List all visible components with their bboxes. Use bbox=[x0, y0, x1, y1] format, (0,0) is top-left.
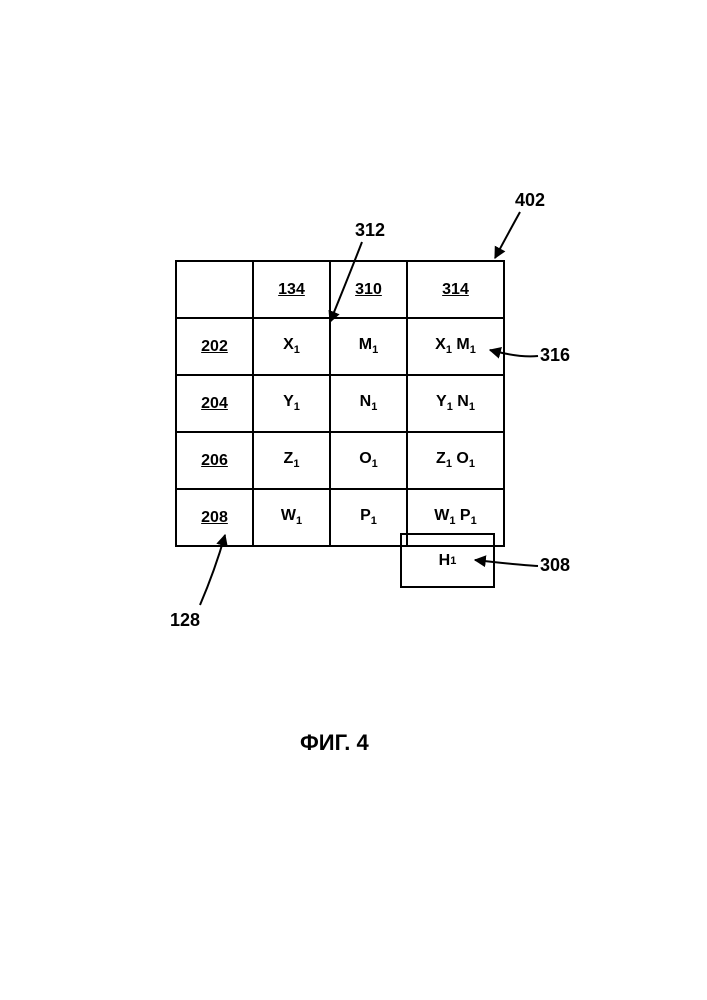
figure-caption: ФИГ. 4 bbox=[300, 730, 369, 756]
table-cell: 208 bbox=[176, 489, 253, 546]
table-cell: 134 bbox=[253, 261, 330, 318]
table-cell: P1 bbox=[330, 489, 407, 546]
extra-cell-H1: H1 bbox=[400, 533, 495, 588]
table-cell: 310 bbox=[330, 261, 407, 318]
table-cell: 314 bbox=[407, 261, 504, 318]
table-cell bbox=[176, 261, 253, 318]
table-cell: 204 bbox=[176, 375, 253, 432]
table-cell: O1 bbox=[330, 432, 407, 489]
callout-402: 402 bbox=[515, 190, 545, 211]
callout-312: 312 bbox=[355, 220, 385, 241]
table-cell: 206 bbox=[176, 432, 253, 489]
table-cell: 202 bbox=[176, 318, 253, 375]
data-table: 134310314 202X1M1X1 M1 204Y1N1Y1 N1 206Z1O1… bbox=[175, 260, 505, 547]
callout-128: 128 bbox=[170, 610, 200, 631]
table-cell: Z1 O1 bbox=[407, 432, 504, 489]
table-cell: M1 bbox=[330, 318, 407, 375]
table-cell: Z1 bbox=[253, 432, 330, 489]
leader-402 bbox=[495, 212, 520, 258]
table-cell: Y1 N1 bbox=[407, 375, 504, 432]
callout-308: 308 bbox=[540, 555, 570, 576]
table-cell: X1 M1 bbox=[407, 318, 504, 375]
callout-316: 316 bbox=[540, 345, 570, 366]
table-cell: W1 bbox=[253, 489, 330, 546]
table-cell: X1 bbox=[253, 318, 330, 375]
figure-stage: 134310314 202X1M1X1 M1 204Y1N1Y1 N1 206Z1O1… bbox=[0, 0, 707, 1000]
table-cell: Y1 bbox=[253, 375, 330, 432]
table-cell: N1 bbox=[330, 375, 407, 432]
